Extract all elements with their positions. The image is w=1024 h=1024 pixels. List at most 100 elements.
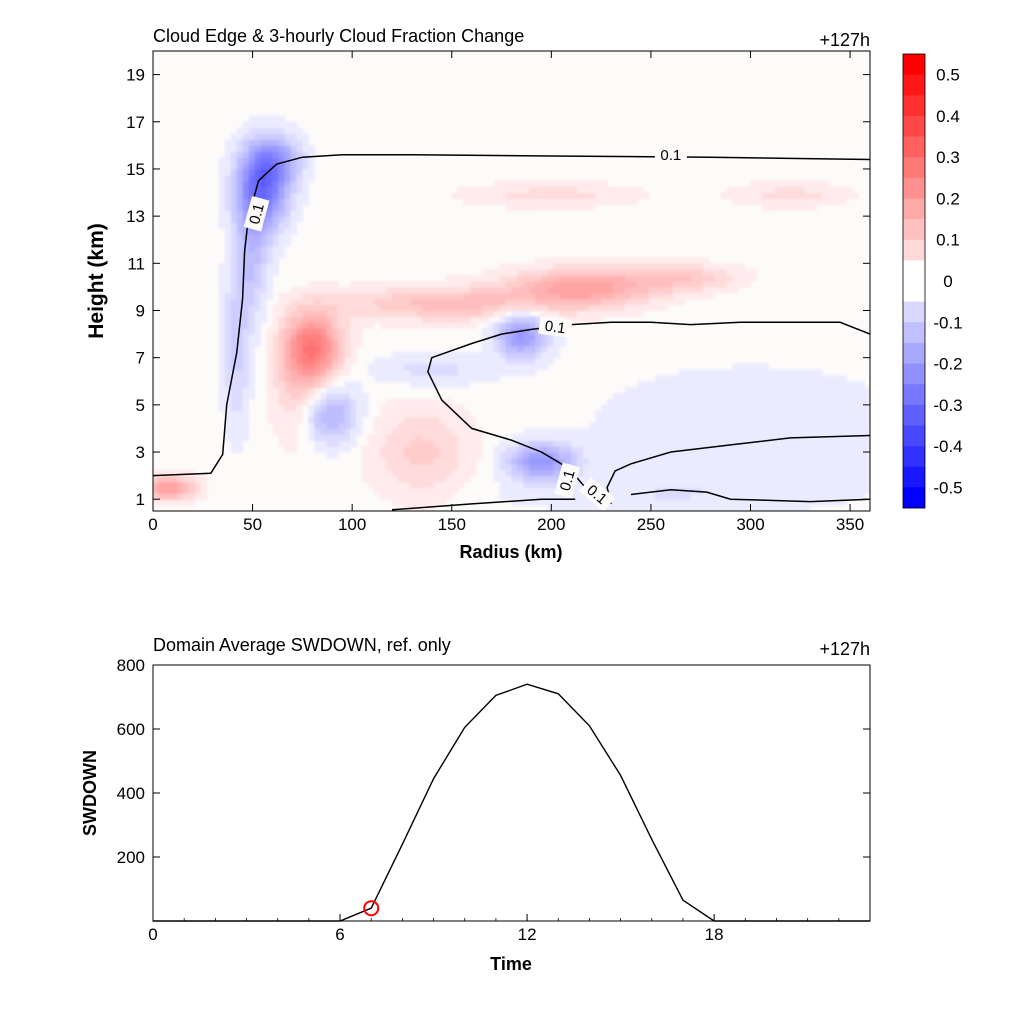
heatmap-cell xyxy=(613,416,620,424)
heatmap-cell xyxy=(457,363,465,371)
heatmap-cell xyxy=(786,493,793,500)
heatmap-cell xyxy=(619,263,626,270)
heatmap-cell xyxy=(433,493,441,500)
colorbar-cell xyxy=(903,136,925,158)
heatmap-cell xyxy=(433,446,441,453)
heatmap-cell xyxy=(463,469,471,477)
heatmap-cell xyxy=(374,422,381,430)
heatmap-cell xyxy=(230,257,238,264)
heatmap-cell xyxy=(386,304,393,312)
heatmap-cell xyxy=(421,434,429,441)
heatmap-cell xyxy=(541,192,548,200)
heatmap-cell xyxy=(648,404,656,412)
heatmap-cell xyxy=(541,481,548,489)
heatmap-cell xyxy=(499,275,507,282)
heatmap-cell xyxy=(475,198,483,205)
heatmap-cell xyxy=(511,263,519,270)
heatmap-cell xyxy=(553,463,560,471)
heatmap-cell xyxy=(392,475,399,483)
heatmap-cell xyxy=(308,292,315,300)
heatmap-cell xyxy=(439,422,447,430)
heatmap-cell xyxy=(362,463,369,471)
heatmap-cell xyxy=(475,357,483,365)
heatmap-cell xyxy=(756,469,764,477)
heatmap-cell xyxy=(756,186,764,194)
heatmap-cell xyxy=(666,410,674,418)
heatmap-cell xyxy=(660,457,668,465)
heatmap-cell xyxy=(380,440,387,447)
heatmap-cell xyxy=(565,446,572,453)
heatmap-cell xyxy=(511,304,519,312)
heatmap-cell xyxy=(320,334,327,341)
heatmap-cell xyxy=(308,381,315,388)
heatmap-cell xyxy=(541,428,548,435)
heatmap-cell xyxy=(631,481,638,489)
heatmap-cell xyxy=(774,404,781,412)
heatmap-cell xyxy=(176,493,184,500)
heatmap-cell xyxy=(648,381,656,388)
heatmap-cell xyxy=(284,186,292,194)
heatmap-cell xyxy=(583,499,590,506)
heatmap-cell xyxy=(762,487,770,494)
heatmap-cell xyxy=(762,363,770,371)
heatmap-cell xyxy=(780,416,787,424)
heatmap-cell xyxy=(415,281,423,288)
heatmap-cell xyxy=(266,363,274,371)
heatmap-cell xyxy=(338,446,345,453)
heatmap-cell xyxy=(541,493,548,500)
heatmap-cell xyxy=(266,369,274,376)
line-panel: Domain Average SWDOWN, ref. only +127h 0… xyxy=(80,635,871,974)
line-title: Domain Average SWDOWN, ref. only xyxy=(153,635,451,655)
heatmap-cell xyxy=(451,292,459,300)
heatmap-cell xyxy=(726,457,734,465)
heatmap-cell xyxy=(696,281,704,288)
heatmap-cell xyxy=(374,463,381,471)
heatmap-cell xyxy=(272,393,280,400)
heatmap-cell xyxy=(684,469,692,477)
heatmap-cell xyxy=(589,292,596,300)
heatmap-cell xyxy=(625,422,632,430)
heatmap-cell xyxy=(296,363,303,371)
heatmap-cell xyxy=(260,239,268,247)
heatmap-cell xyxy=(714,457,722,465)
heatmap-cell xyxy=(457,475,465,483)
heatmap-cell xyxy=(457,381,465,388)
heatmap-cell xyxy=(726,263,734,270)
heatmap-cell xyxy=(619,393,626,400)
heatmap-cell xyxy=(266,328,274,335)
heatmap-cell xyxy=(296,339,303,347)
heatmap-cell xyxy=(858,452,865,459)
heatmap-cell xyxy=(613,469,620,477)
heatmap-cell xyxy=(302,292,309,300)
heatmap-cell xyxy=(559,499,566,506)
heatmap-cell xyxy=(457,316,465,323)
heatmap-cell xyxy=(475,440,483,447)
heatmap-cell xyxy=(702,487,710,494)
heatmap-cell xyxy=(619,398,626,406)
heatmap-cell xyxy=(577,310,584,317)
heatmap-cell xyxy=(804,375,811,382)
heatmap-cell xyxy=(266,180,274,188)
heatmap-cell xyxy=(409,463,417,471)
heatmap-cell xyxy=(260,245,268,253)
heatmap-cell xyxy=(254,334,262,341)
heatmap-cell xyxy=(164,469,172,477)
heatmap-cell xyxy=(451,440,459,447)
heatmap-cell xyxy=(535,339,542,347)
heatmap-cell xyxy=(660,292,668,300)
heatmap-cell xyxy=(218,375,226,382)
heatmap-cell xyxy=(230,139,238,146)
heatmap-cell xyxy=(660,440,668,447)
heatmap-cell xyxy=(714,369,722,376)
heatmap-cell xyxy=(224,139,232,146)
heatmap-cell xyxy=(846,487,853,494)
heatmap-cell xyxy=(236,180,244,188)
heatmap-cell xyxy=(780,452,787,459)
heatmap-cell xyxy=(744,192,752,200)
colorbar-cell xyxy=(903,54,925,75)
heatmap-cell xyxy=(290,145,297,152)
heatmap-cell xyxy=(810,440,817,447)
heatmap-cell xyxy=(684,457,692,465)
heatmap-cell xyxy=(463,440,471,447)
heatmap-cell xyxy=(619,269,626,276)
